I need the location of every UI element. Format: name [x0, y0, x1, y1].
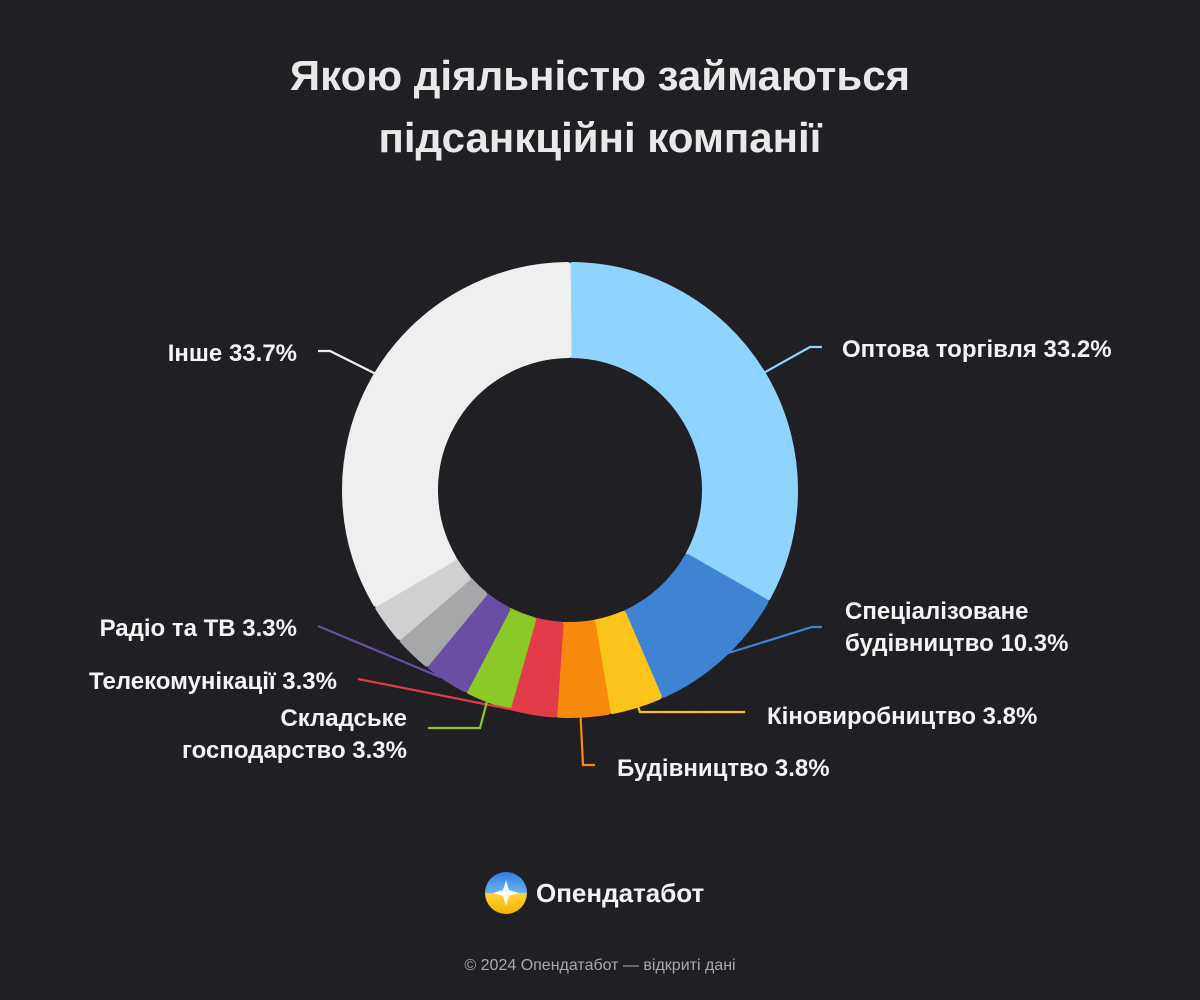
leader-line-3 — [630, 689, 745, 714]
leader-line-6 — [428, 689, 492, 730]
chart-title: Якою діяльністю займаються підсанкційні к… — [290, 52, 910, 161]
slice-labels: Оптова торгівля 33.2% Спеціалізоване будів… — [89, 336, 1112, 782]
slice-label-5: Телекомунікації 3.3% — [89, 668, 337, 695]
brand-name: Опендатабот — [536, 878, 705, 908]
slice-label-1: Оптова торгівля 33.2% — [842, 336, 1112, 363]
slice-label-4-line-1: Будівництво 3.8% — [617, 755, 830, 782]
donut-slices — [342, 262, 798, 718]
slice-label-3: Кіновиробництво 3.8% — [767, 703, 1037, 730]
donut-slice-2 — [622, 554, 769, 698]
footer-copyright: © 2024 Опендатабот — відкриті дані — [464, 957, 735, 974]
slice-label-7-line-1: Радіо та ТВ 3.3% — [100, 615, 297, 642]
slice-label-5-line-1: Телекомунікації 3.3% — [89, 668, 337, 695]
slice-label-6-line-2: господарство 3.3% — [182, 737, 407, 764]
slice-label-6-line-1: Складське — [280, 705, 407, 732]
slice-label-3-line-1: Кіновиробництво 3.8% — [767, 703, 1037, 730]
slice-label-6: Складське господарство 3.3% — [182, 705, 407, 764]
leader-line-10 — [318, 349, 381, 377]
leader-line-1 — [759, 345, 822, 376]
donut-slice-1 — [568, 262, 798, 601]
donut-slice-10 — [342, 262, 572, 607]
slice-label-1-line-1: Оптова торгівля 33.2% — [842, 336, 1112, 363]
leader-line-4 — [578, 704, 595, 767]
slice-label-7: Радіо та ТВ 3.3% — [100, 615, 297, 642]
chart-title-line-1: Якою діяльністю займаються — [290, 52, 910, 99]
slice-label-2: Спеціалізоване будівництво 10.3% — [845, 598, 1069, 657]
leader-lines — [317, 345, 822, 767]
logo-star-glyph — [493, 880, 519, 906]
slice-label-2-line-2: будівництво 10.3% — [845, 630, 1069, 657]
slice-label-2-line-1: Спеціалізоване — [845, 598, 1028, 625]
leader-line-7 — [317, 624, 447, 679]
slice-label-10-line-1: Інше 33.7% — [168, 340, 297, 367]
leader-line-2 — [721, 625, 822, 657]
slice-label-4: Будівництво 3.8% — [617, 755, 830, 782]
slice-label-10: Інше 33.7% — [168, 340, 297, 367]
brand-logo: Опендатабот — [485, 872, 705, 914]
chart-title-line-2: підсанкційні компанії — [379, 114, 823, 161]
leader-line-5 — [357, 677, 535, 715]
